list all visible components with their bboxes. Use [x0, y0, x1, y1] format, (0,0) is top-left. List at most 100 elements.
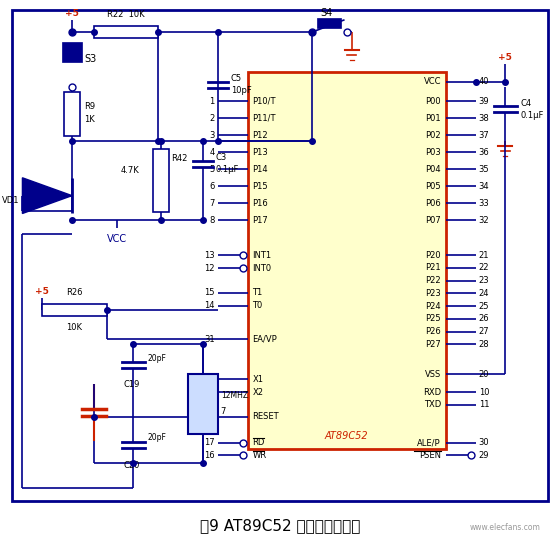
- Text: C3: C3: [216, 154, 227, 162]
- Text: P26: P26: [425, 327, 441, 336]
- Text: 12MHZ: 12MHZ: [221, 391, 248, 401]
- Text: R9: R9: [84, 102, 95, 111]
- Text: 22: 22: [478, 263, 489, 272]
- Text: C20: C20: [123, 462, 140, 470]
- Text: 34: 34: [478, 182, 490, 191]
- Text: 0.1μF: 0.1μF: [216, 165, 239, 174]
- Text: P04: P04: [425, 165, 441, 174]
- Text: 38: 38: [478, 114, 490, 123]
- Text: P24: P24: [425, 301, 441, 311]
- Bar: [248, 71, 446, 449]
- Bar: [94, 26, 158, 38]
- Text: 1K: 1K: [84, 115, 95, 124]
- Text: 26: 26: [478, 314, 490, 323]
- Text: 21: 21: [478, 251, 489, 259]
- Text: 17: 17: [204, 438, 215, 447]
- Text: 27: 27: [478, 327, 490, 336]
- Text: X1: X1: [253, 374, 264, 384]
- Text: P17: P17: [253, 216, 268, 225]
- Text: 6: 6: [209, 182, 215, 191]
- Text: VSS: VSS: [425, 370, 441, 379]
- Text: 39: 39: [478, 97, 490, 106]
- Text: S4: S4: [321, 8, 333, 18]
- Bar: [153, 149, 169, 213]
- Text: P01: P01: [425, 114, 441, 123]
- Text: ALE/P: ALE/P: [417, 438, 441, 447]
- Text: T1: T1: [253, 288, 263, 298]
- Text: RD: RD: [253, 438, 265, 447]
- Text: 7: 7: [221, 407, 226, 416]
- Text: 7: 7: [209, 199, 215, 208]
- Text: 10: 10: [478, 387, 489, 397]
- Text: P22: P22: [425, 276, 441, 285]
- Text: C4: C4: [520, 99, 532, 108]
- Text: S3: S3: [84, 54, 96, 64]
- Text: P05: P05: [425, 182, 441, 191]
- Text: C19: C19: [123, 380, 140, 389]
- Text: 20: 20: [478, 370, 489, 379]
- Text: 30: 30: [478, 438, 490, 447]
- Text: R42: R42: [171, 154, 188, 164]
- Text: 13: 13: [204, 251, 215, 259]
- Text: 33: 33: [478, 199, 490, 208]
- Text: R26: R26: [65, 288, 82, 297]
- Text: P12: P12: [253, 131, 268, 140]
- Text: P20: P20: [425, 251, 441, 259]
- Text: 20pF: 20pF: [148, 433, 166, 442]
- Text: 图9 AT89C52 单片机最小系统: 图9 AT89C52 单片机最小系统: [200, 518, 360, 534]
- Text: P11/T: P11/T: [253, 114, 276, 123]
- Text: AT89C52: AT89C52: [325, 431, 369, 440]
- Text: 31: 31: [204, 335, 215, 344]
- Text: 5: 5: [210, 165, 215, 174]
- Text: 10K: 10K: [66, 323, 82, 331]
- Text: 36: 36: [478, 148, 490, 157]
- Text: 12: 12: [204, 264, 215, 272]
- Bar: [64, 92, 80, 136]
- Bar: [188, 374, 218, 434]
- Text: P00: P00: [425, 97, 441, 106]
- Text: R22  10K: R22 10K: [107, 10, 144, 19]
- Text: VD1: VD1: [2, 196, 19, 205]
- Text: 16: 16: [204, 451, 215, 460]
- Text: 1: 1: [210, 97, 215, 106]
- Text: VCC: VCC: [107, 234, 127, 244]
- Polygon shape: [22, 178, 72, 214]
- Text: P02: P02: [425, 131, 441, 140]
- Text: C5: C5: [231, 74, 242, 83]
- Text: 32: 32: [478, 216, 490, 225]
- Bar: [62, 42, 82, 62]
- Text: 3: 3: [209, 131, 215, 140]
- Text: +5: +5: [65, 9, 79, 18]
- Text: P13: P13: [253, 148, 268, 157]
- Text: 25: 25: [478, 301, 489, 311]
- Text: 37: 37: [478, 131, 490, 140]
- Text: P14: P14: [253, 165, 268, 174]
- Text: EA/VP: EA/VP: [253, 335, 278, 344]
- Text: 15: 15: [204, 288, 215, 298]
- Text: P06: P06: [425, 199, 441, 208]
- Text: P03: P03: [425, 148, 441, 157]
- Text: X2: X2: [253, 387, 264, 397]
- Text: 19: 19: [204, 374, 215, 384]
- Text: WR: WR: [253, 451, 266, 460]
- Text: P23: P23: [425, 289, 441, 298]
- Text: +5: +5: [36, 287, 49, 296]
- Text: 35: 35: [478, 165, 490, 174]
- Text: 2: 2: [210, 114, 215, 123]
- Text: VCC: VCC: [423, 77, 441, 86]
- Text: P27: P27: [425, 340, 441, 349]
- Text: P21: P21: [425, 263, 441, 272]
- Text: 9: 9: [210, 413, 215, 421]
- Text: 28: 28: [478, 340, 490, 349]
- Text: RXD: RXD: [423, 387, 441, 397]
- Text: 10pF: 10pF: [231, 86, 251, 95]
- Text: P25: P25: [425, 314, 441, 323]
- Text: TXD: TXD: [423, 401, 441, 409]
- Text: 14: 14: [204, 301, 215, 310]
- Text: P15: P15: [253, 182, 268, 191]
- Text: 40: 40: [478, 77, 489, 86]
- Text: P07: P07: [425, 216, 441, 225]
- Text: 20pF: 20pF: [148, 354, 166, 363]
- Text: www.elecfans.com: www.elecfans.com: [469, 523, 540, 532]
- Text: 11: 11: [478, 401, 489, 409]
